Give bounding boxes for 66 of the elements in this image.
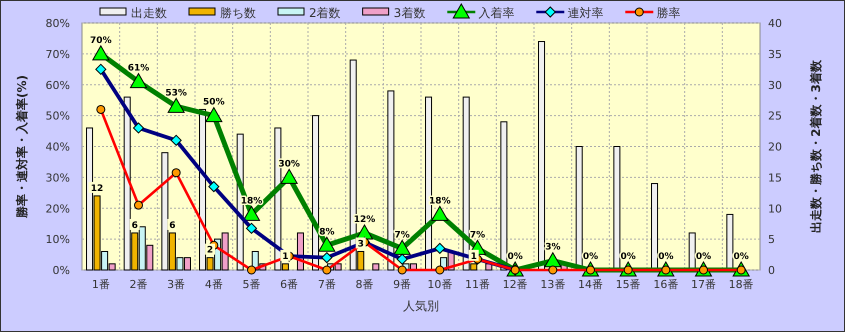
x-tick-label: 17番 xyxy=(691,278,716,291)
x-tick-label: 3番 xyxy=(167,278,186,291)
data-label: 12 xyxy=(90,184,104,194)
data-label: 53% xyxy=(165,88,187,98)
legend-label: 2着数 xyxy=(309,6,341,20)
x-tick-label: 7番 xyxy=(318,278,336,291)
y2-axis-title: 出走数・勝ち数・2着数・3着数 xyxy=(809,59,823,233)
data-label: 6 xyxy=(132,220,138,231)
legend-label: 入着率 xyxy=(478,6,514,20)
y2-tick-label: 25 xyxy=(768,110,782,123)
y-tick-label: 20% xyxy=(46,202,70,216)
data-label: 70% xyxy=(90,36,112,46)
x-tick-label: 6番 xyxy=(280,278,298,291)
y-tick-label: 50% xyxy=(46,110,70,123)
y2-tick-label: 35 xyxy=(768,48,782,61)
x-tick-label: 10番 xyxy=(427,278,452,291)
y-tick-label: 70% xyxy=(46,48,70,61)
data-label: 1 xyxy=(282,252,289,262)
y-axis-title: 勝率・連対率・入着率(%) xyxy=(15,75,29,219)
x-tick-label: 18番 xyxy=(728,278,754,291)
x-tick-label: 1番 xyxy=(92,278,110,291)
data-label: 0% xyxy=(620,252,636,262)
y2-tick-label: 15 xyxy=(768,171,782,184)
y2-tick-label: 0 xyxy=(768,264,775,277)
x-tick-label: 14番 xyxy=(578,278,603,291)
y2-tick-label: 30 xyxy=(768,78,782,92)
legend-label: 連対率 xyxy=(567,6,604,20)
data-label: 1 xyxy=(470,252,477,262)
x-axis-title: 人気別 xyxy=(403,299,439,313)
data-label: 0% xyxy=(696,252,712,262)
y-tick-label: 80% xyxy=(46,17,70,30)
legend-label: 出走数 xyxy=(131,6,167,20)
data-label: 3 xyxy=(358,239,364,250)
x-tick-label: 5番 xyxy=(242,278,260,291)
y-tick-label: 0% xyxy=(52,264,70,277)
y-tick-label: 10% xyxy=(46,233,70,246)
y-tick-label: 60% xyxy=(46,78,70,92)
x-tick-label: 2番 xyxy=(130,278,148,291)
data-label: 61% xyxy=(128,64,150,74)
data-label: 0% xyxy=(658,252,674,262)
y2-tick-label: 5 xyxy=(768,233,775,246)
x-tick-label: 4番 xyxy=(204,278,223,291)
data-label: 3% xyxy=(545,242,560,253)
x-tick-label: 12番 xyxy=(502,278,528,291)
data-label: 7% xyxy=(470,230,486,240)
x-tick-label: 13番 xyxy=(540,278,566,291)
data-label: 2 xyxy=(206,246,214,256)
data-label: 6 xyxy=(169,220,176,231)
legend-label: 3着数 xyxy=(394,6,426,20)
legend-label: 勝ち数 xyxy=(220,6,256,20)
x-tick-label: 9番 xyxy=(393,278,412,291)
y2-tick-label: 20 xyxy=(768,140,782,154)
data-label: 50% xyxy=(203,98,225,108)
y2-tick-label: 40 xyxy=(768,17,782,30)
y2-tick-label: 10 xyxy=(768,202,782,216)
data-label: 0% xyxy=(582,252,598,262)
x-tick-label: 11番 xyxy=(465,278,490,291)
x-tick-label: 16番 xyxy=(653,278,678,291)
data-label: 0% xyxy=(508,252,523,262)
data-label: 0% xyxy=(734,252,749,262)
y-tick-label: 30% xyxy=(46,171,70,184)
x-tick-label: 15番 xyxy=(616,278,641,291)
data-label: 7% xyxy=(394,230,410,240)
legend-label: 勝率 xyxy=(656,6,680,20)
x-tick-label: 8番 xyxy=(356,278,374,291)
y-tick-label: 40% xyxy=(46,140,70,154)
